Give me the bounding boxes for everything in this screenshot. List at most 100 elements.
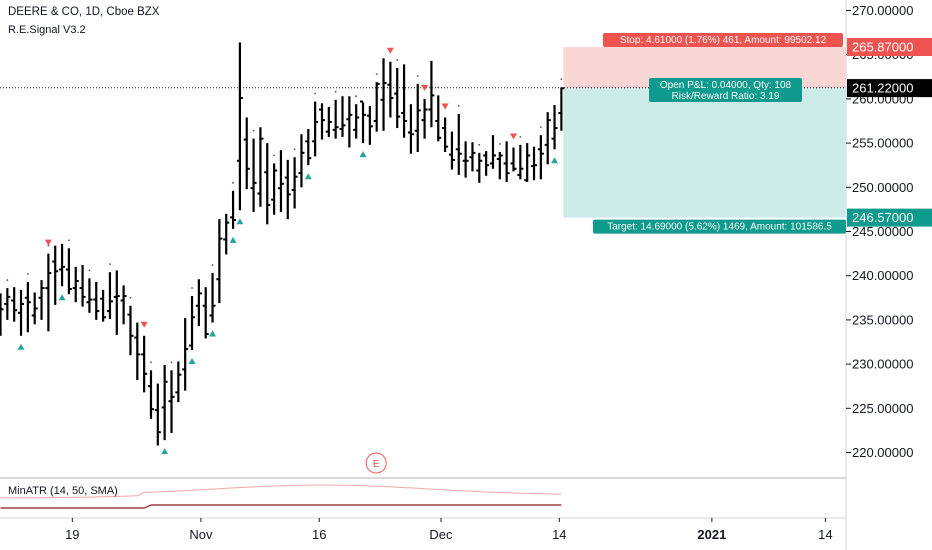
ohlc-bar <box>72 266 79 303</box>
target-price-label-bg <box>847 208 932 227</box>
target-zone <box>563 88 846 218</box>
symbol-title[interactable]: DEERE & CO, 1D, Cboe BZX <box>8 6 160 18</box>
y-tick-label: 245.00000 <box>852 224 913 239</box>
ohlc-bar <box>86 269 93 313</box>
signal-dot <box>252 129 255 132</box>
ohlc-bar <box>79 265 86 307</box>
signal-dot <box>519 135 522 138</box>
ohlc-bar <box>65 239 72 295</box>
x-tick-label: 14 <box>818 527 832 542</box>
sell-signal-marker <box>44 239 52 246</box>
open-pnl-label-line: Open P&L: 0.04000, Qty: 108 <box>660 80 792 91</box>
ohlc-bar <box>517 135 524 180</box>
ohlc-bar <box>59 243 66 287</box>
ohlc-bar <box>230 181 237 229</box>
ohlc-bar <box>360 100 367 144</box>
indicator-name[interactable]: R.E.Signal V3.2 <box>8 24 86 36</box>
ohlc-bar <box>195 279 202 327</box>
ohlc-bar <box>257 127 264 207</box>
ohlc-bar <box>264 143 271 225</box>
ohlc-bar <box>318 103 325 140</box>
ohlc-bar <box>0 293 4 336</box>
buy-signal-marker <box>58 294 66 301</box>
ohlc-bar <box>448 131 455 170</box>
stop-price-label: 265.87000 <box>852 40 913 55</box>
ohlc-bar <box>120 285 127 325</box>
ohlc-bar <box>401 64 408 138</box>
x-tick-label: 16 <box>312 527 326 542</box>
ohlc-bar <box>31 292 38 325</box>
stop-info-label: Stop: 4.61000 (1.76%) 461, Amount: 99502… <box>620 35 827 46</box>
buy-signal-marker <box>551 157 559 164</box>
signal-dot <box>560 78 563 81</box>
ohlc-bar <box>462 141 469 178</box>
y-tick-label: 230.00000 <box>852 357 913 372</box>
ohlc-bar <box>189 287 196 350</box>
ohlc-bar <box>373 73 380 132</box>
ohlc-bar <box>394 59 401 129</box>
open-pnl-label-bg <box>649 78 802 102</box>
x-tick-label: Nov <box>189 527 213 542</box>
signal-dot <box>437 86 440 89</box>
buy-signal-marker <box>161 448 169 455</box>
ohlc-bar <box>168 361 175 434</box>
minatr-sma-line <box>0 504 562 509</box>
ohlc-bar <box>524 143 531 182</box>
ohlc-bar <box>312 92 319 157</box>
ohlc-bar <box>11 287 18 322</box>
ohlc-bars <box>0 42 565 446</box>
ohlc-bar <box>544 112 551 165</box>
ohlc-bar <box>551 105 558 150</box>
signal-dot <box>273 154 275 157</box>
signal-dot <box>478 143 481 146</box>
ohlc-bar <box>510 147 517 172</box>
ohlc-bar <box>387 61 394 118</box>
signal-dot <box>314 92 317 95</box>
y-tick-label: 225.00000 <box>852 401 913 416</box>
earnings-marker-label: E <box>373 459 380 470</box>
ohlc-bar <box>250 129 257 213</box>
ohlc-bar <box>489 135 496 169</box>
ohlc-bar <box>202 287 209 339</box>
minatr-line <box>0 484 562 499</box>
last-price-label-bg <box>847 79 932 98</box>
signal-dot <box>6 279 9 281</box>
ohlc-bar <box>236 42 243 211</box>
sell-signal-marker <box>510 133 517 140</box>
ohlc-bar <box>558 78 565 131</box>
ohlc-bar <box>284 159 291 220</box>
ohlc-bar <box>305 128 312 166</box>
signal-dot <box>88 269 91 272</box>
ohlc-bar <box>38 280 45 320</box>
ohlc-bar <box>100 289 107 322</box>
signal-dot <box>170 361 173 364</box>
ohlc-bar <box>421 98 428 139</box>
ohlc-bar <box>93 281 100 320</box>
buy-signal-marker <box>209 330 217 337</box>
ohlc-bar <box>531 146 538 181</box>
buy-signal-marker <box>236 218 244 225</box>
ohlc-bar <box>442 117 449 152</box>
ohlc-bar <box>175 361 182 403</box>
signal-dot <box>539 126 542 129</box>
target-info-label: Target: 14.69000 (5.62%) 1469, Amount: 1… <box>607 222 832 233</box>
ohlc-bar <box>503 141 510 182</box>
ohlc-bar <box>414 74 421 152</box>
ohlc-bar <box>154 383 161 446</box>
ohlc-bar <box>147 361 154 419</box>
target-price-label: 246.57000 <box>852 210 913 225</box>
buy-signal-marker <box>304 173 312 180</box>
signal-dot <box>375 73 378 76</box>
ohlc-bar <box>325 106 332 137</box>
minatr-indicator-label[interactable]: MinATR (14, 50, SMA) <box>8 485 118 497</box>
buy-signal-marker <box>359 151 367 158</box>
ohlc-bar <box>428 60 435 128</box>
y-tick-label: 250.00000 <box>852 180 913 195</box>
ohlc-bar <box>537 126 544 180</box>
sell-signal-marker <box>386 47 394 54</box>
ohlc-bar <box>277 150 284 213</box>
signal-dot <box>150 361 152 364</box>
signal-dot <box>396 59 399 61</box>
ohlc-bar <box>127 296 134 356</box>
ohlc-bar <box>161 364 168 441</box>
